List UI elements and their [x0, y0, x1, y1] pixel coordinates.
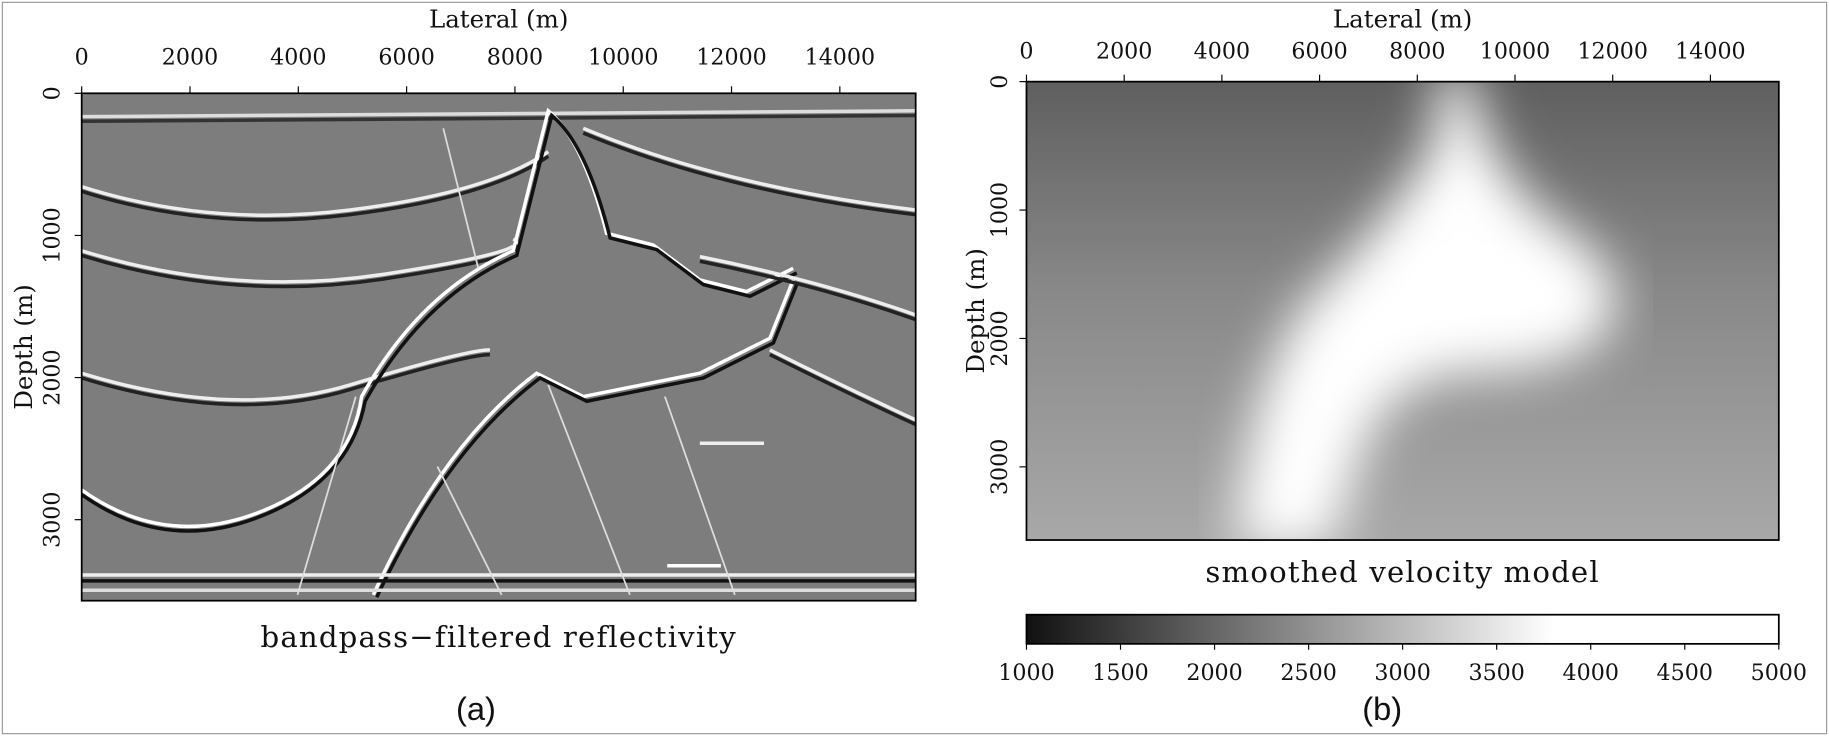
- colorbar-tick-label: 2500: [1280, 660, 1336, 686]
- colorbar-tick-label: 3000: [1374, 660, 1430, 686]
- x-axis-label: Lateral (m): [429, 4, 568, 33]
- colorbar-tick-label: 4000: [1563, 660, 1619, 686]
- panel-label: (b): [1362, 690, 1402, 727]
- x-tick-label: 10000: [1480, 38, 1550, 64]
- colorbar-tick-label: 1500: [1092, 660, 1148, 686]
- y-axis-label: Depth (m): [9, 284, 38, 410]
- caption: smoothed velocity model: [1205, 555, 1599, 589]
- x-tick-label: 6000: [378, 44, 434, 70]
- colorbar: [1025, 613, 1780, 645]
- y-tick-label: 3000: [987, 439, 1013, 495]
- x-tick-label: 8000: [487, 44, 543, 70]
- x-tick-label: 0: [75, 44, 89, 70]
- y-tick-label: 1000: [40, 207, 66, 263]
- x-tick-label: 14000: [805, 44, 875, 70]
- colorbar-tick-label: 5000: [1751, 660, 1807, 686]
- x-tick-label: 2000: [1096, 38, 1152, 64]
- x-tick-label: 8000: [1389, 38, 1445, 64]
- reflectivity-image: [81, 93, 916, 601]
- y-tick-label: 2000: [987, 310, 1013, 366]
- y-axis-label: Depth (m): [961, 248, 990, 374]
- colorbar-tick-label: 4500: [1657, 660, 1713, 686]
- y-tick-label: 0: [987, 75, 1013, 89]
- colorbar-tick-label: 2000: [1186, 660, 1242, 686]
- caption: bandpass−filtered reflectivity: [261, 620, 737, 654]
- x-tick-label: 14000: [1675, 38, 1745, 64]
- colorbar-tick-label: 1000: [998, 660, 1054, 686]
- y-tick-label: 1000: [987, 182, 1013, 238]
- x-axis-label: Lateral (m): [1333, 4, 1472, 33]
- colorbar-tick-label: 3500: [1468, 660, 1524, 686]
- x-tick-label: 10000: [588, 44, 658, 70]
- plot-frame: [1025, 80, 1780, 541]
- plot-frame: [80, 92, 917, 602]
- x-tick-label: 0: [1019, 38, 1033, 64]
- panel-label: (a): [456, 690, 496, 727]
- x-tick-label: 6000: [1291, 38, 1347, 64]
- x-tick-label: 2000: [162, 44, 218, 70]
- y-tick-label: 3000: [40, 491, 66, 547]
- y-tick-label: 2000: [40, 349, 66, 405]
- y-tick-label: 0: [40, 86, 66, 100]
- x-tick-label: 4000: [1194, 38, 1250, 64]
- x-tick-label: 12000: [1577, 38, 1647, 64]
- x-tick-label: 12000: [696, 44, 766, 70]
- velocity-image: [1026, 81, 1779, 541]
- x-tick-label: 4000: [270, 44, 326, 70]
